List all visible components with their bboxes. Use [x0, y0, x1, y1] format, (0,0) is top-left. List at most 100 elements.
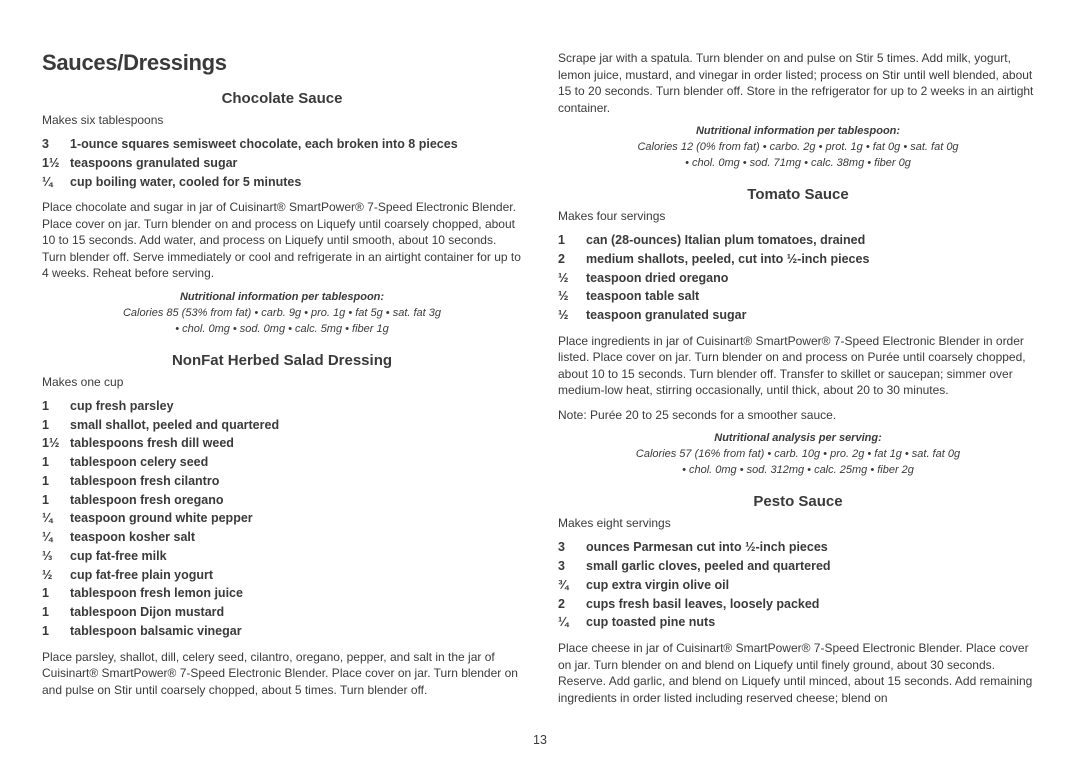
ingredient-list: 31-ounce squares semisweet chocolate, ea…: [42, 135, 522, 191]
nutrition-line: • chol. 0mg • sod. 312mg • calc. 25mg • …: [558, 463, 1038, 479]
ingredient-qty: ¼: [42, 528, 70, 547]
ingredient-item: tablespoons fresh dill weed: [70, 434, 522, 453]
ingredient-row: 31-ounce squares semisweet chocolate, ea…: [42, 135, 522, 154]
ingredient-list: 1can (28-ounces) Italian plum tomatoes, …: [558, 231, 1038, 325]
ingredient-list: 3ounces Parmesan cut into ½-inch pieces3…: [558, 538, 1038, 632]
nutrition-heading: Nutritional information per tablespoon:: [42, 290, 522, 306]
ingredient-row: 1½tablespoons fresh dill weed: [42, 434, 522, 453]
ingredient-qty: 1: [42, 397, 70, 416]
ingredient-item: cup fat-free plain yogurt: [70, 566, 522, 585]
ingredient-row: 2cups fresh basil leaves, loosely packed: [558, 595, 1038, 614]
nutrition-block: Nutritional information per tablespoon: …: [42, 290, 522, 338]
ingredient-row: 1tablespoon fresh oregano: [42, 491, 522, 510]
ingredient-qty: ½: [558, 269, 586, 288]
nutrition-line: Calories 85 (53% from fat) • carb. 9g • …: [42, 306, 522, 322]
ingredient-qty: 1: [42, 622, 70, 641]
nutrition-line: • chol. 0mg • sod. 0mg • calc. 5mg • fib…: [42, 322, 522, 338]
recipe-title: NonFat Herbed Salad Dressing: [42, 352, 522, 369]
ingredient-item: tablespoon fresh lemon juice: [70, 584, 522, 603]
ingredient-qty: 2: [558, 250, 586, 269]
ingredient-item: medium shallots, peeled, cut into ½-inch…: [586, 250, 1038, 269]
ingredient-row: ½teaspoon table salt: [558, 287, 1038, 306]
ingredient-qty: 1½: [42, 154, 70, 173]
ingredient-qty: ½: [558, 306, 586, 325]
nutrition-block: Nutritional analysis per serving: Calori…: [558, 431, 1038, 479]
right-column: Scrape jar with a spatula. Turn blender …: [558, 50, 1038, 714]
left-column: Sauces/Dressings Chocolate Sauce Makes s…: [42, 50, 522, 714]
ingredient-row: 1tablespoon Dijon mustard: [42, 603, 522, 622]
ingredient-qty: ½: [558, 287, 586, 306]
recipe-instructions-cont: Scrape jar with a spatula. Turn blender …: [558, 50, 1038, 116]
ingredient-item: 1-ounce squares semisweet chocolate, eac…: [70, 135, 522, 154]
ingredient-item: small garlic cloves, peeled and quartere…: [586, 557, 1038, 576]
ingredient-qty: 1: [42, 472, 70, 491]
recipe-makes: Makes six tablespoons: [42, 113, 522, 127]
ingredient-item: ounces Parmesan cut into ½-inch pieces: [586, 538, 1038, 557]
ingredient-item: cup fat-free milk: [70, 547, 522, 566]
ingredient-qty: ½: [42, 566, 70, 585]
recipe-makes: Makes eight servings: [558, 516, 1038, 530]
nutrition-heading: Nutritional analysis per serving:: [558, 431, 1038, 447]
ingredient-qty: 3: [558, 538, 586, 557]
ingredient-qty: 1: [42, 453, 70, 472]
ingredient-item: cup extra virgin olive oil: [586, 576, 1038, 595]
ingredient-item: cup boiling water, cooled for 5 minutes: [70, 173, 522, 192]
ingredient-item: small shallot, peeled and quartered: [70, 416, 522, 435]
ingredient-row: 1tablespoon fresh cilantro: [42, 472, 522, 491]
ingredient-row: ½teaspoon dried oregano: [558, 269, 1038, 288]
ingredient-row: 1small shallot, peeled and quartered: [42, 416, 522, 435]
nutrition-line: Calories 57 (16% from fat) • carb. 10g •…: [558, 447, 1038, 463]
recipe-makes: Makes one cup: [42, 375, 522, 389]
ingredient-item: teaspoon granulated sugar: [586, 306, 1038, 325]
recipe-instructions: Place ingredients in jar of Cuisinart® S…: [558, 333, 1038, 399]
ingredient-item: cup toasted pine nuts: [586, 613, 1038, 632]
ingredient-row: ¾cup extra virgin olive oil: [558, 576, 1038, 595]
nutrition-line: Calories 12 (0% from fat) • carbo. 2g • …: [558, 140, 1038, 156]
ingredient-item: teaspoon dried oregano: [586, 269, 1038, 288]
ingredient-row: 1can (28-ounces) Italian plum tomatoes, …: [558, 231, 1038, 250]
recipe-note: Note: Purée 20 to 25 seconds for a smoot…: [558, 407, 1038, 424]
ingredient-row: ¼cup boiling water, cooled for 5 minutes: [42, 173, 522, 192]
recipe-title: Pesto Sauce: [558, 493, 1038, 510]
ingredient-qty: 1½: [42, 434, 70, 453]
ingredient-qty: 1: [42, 603, 70, 622]
ingredient-item: tablespoon fresh cilantro: [70, 472, 522, 491]
ingredient-row: ¼cup toasted pine nuts: [558, 613, 1038, 632]
ingredient-item: cup fresh parsley: [70, 397, 522, 416]
ingredient-item: tablespoon celery seed: [70, 453, 522, 472]
ingredient-row: 1tablespoon celery seed: [42, 453, 522, 472]
ingredient-qty: 3: [42, 135, 70, 154]
ingredient-item: cups fresh basil leaves, loosely packed: [586, 595, 1038, 614]
ingredient-item: teaspoon kosher salt: [70, 528, 522, 547]
ingredient-row: 1tablespoon balsamic vinegar: [42, 622, 522, 641]
ingredient-item: teaspoon ground white pepper: [70, 509, 522, 528]
page-content: Sauces/Dressings Chocolate Sauce Makes s…: [42, 50, 1038, 714]
recipe-instructions: Place cheese in jar of Cuisinart® SmartP…: [558, 640, 1038, 706]
ingredient-row: ⅓cup fat-free milk: [42, 547, 522, 566]
ingredient-qty: ¼: [42, 509, 70, 528]
ingredient-row: 1tablespoon fresh lemon juice: [42, 584, 522, 603]
ingredient-qty: 1: [42, 491, 70, 510]
ingredient-qty: ¼: [42, 173, 70, 192]
ingredient-list: 1cup fresh parsley1small shallot, peeled…: [42, 397, 522, 641]
nutrition-block: Nutritional information per tablespoon: …: [558, 124, 1038, 172]
ingredient-row: ¼teaspoon kosher salt: [42, 528, 522, 547]
ingredient-qty: ⅓: [42, 547, 70, 566]
ingredient-row: ¼teaspoon ground white pepper: [42, 509, 522, 528]
ingredient-qty: 1: [558, 231, 586, 250]
ingredient-qty: 2: [558, 595, 586, 614]
nutrition-line: • chol. 0mg • sod. 71mg • calc. 38mg • f…: [558, 156, 1038, 172]
ingredient-qty: ¼: [558, 613, 586, 632]
section-title: Sauces/Dressings: [42, 50, 522, 76]
ingredient-qty: 1: [42, 584, 70, 603]
ingredient-row: 3ounces Parmesan cut into ½-inch pieces: [558, 538, 1038, 557]
recipe-title: Tomato Sauce: [558, 186, 1038, 203]
ingredient-row: ½cup fat-free plain yogurt: [42, 566, 522, 585]
ingredient-item: tablespoon fresh oregano: [70, 491, 522, 510]
ingredient-item: tablespoon balsamic vinegar: [70, 622, 522, 641]
ingredient-row: 3small garlic cloves, peeled and quarter…: [558, 557, 1038, 576]
ingredient-qty: ¾: [558, 576, 586, 595]
ingredient-item: tablespoon Dijon mustard: [70, 603, 522, 622]
page-number: 13: [0, 733, 1080, 747]
nutrition-heading: Nutritional information per tablespoon:: [558, 124, 1038, 140]
